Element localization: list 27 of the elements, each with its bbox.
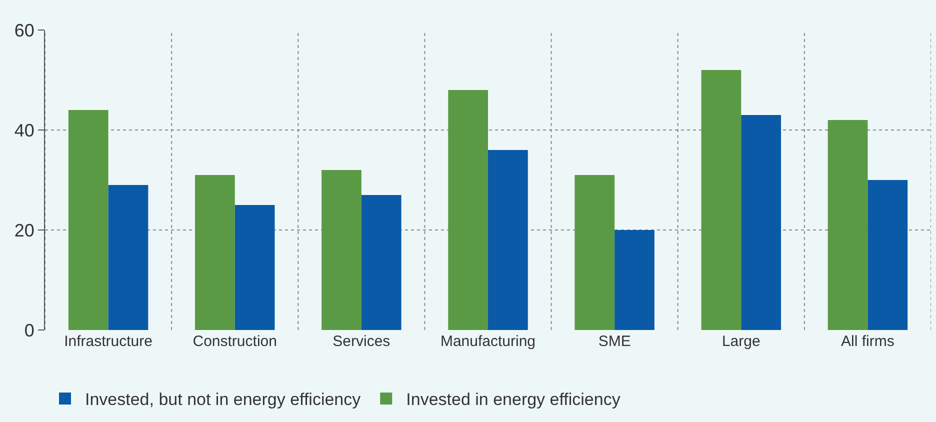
bar — [68, 110, 108, 330]
x-tick-label: Manufacturing — [440, 333, 536, 350]
x-tick-label: Services — [332, 333, 390, 350]
bar — [701, 70, 742, 330]
bar — [574, 175, 615, 330]
bar — [828, 120, 868, 330]
bar — [448, 90, 488, 330]
bar — [322, 170, 362, 330]
legend-label: Invested, but not in energy efficiency — [85, 390, 362, 410]
bar — [868, 180, 908, 330]
x-tick-label: Infrastructure — [64, 333, 152, 350]
x-tick-label: SME — [598, 333, 631, 350]
x-tick-label: All firms — [841, 333, 894, 350]
x-tick-label: Large — [722, 333, 760, 350]
bar — [614, 230, 654, 330]
bar — [234, 205, 275, 330]
bar — [488, 150, 528, 330]
y-tick-label: 60 — [14, 20, 34, 40]
bar — [108, 185, 148, 330]
bar — [194, 175, 235, 330]
x-tick-label: Construction — [192, 333, 277, 350]
legend-label: Invested in energy efficiency — [406, 390, 621, 410]
y-tick-label: 40 — [14, 120, 34, 140]
y-tick-label: 20 — [14, 220, 34, 240]
bar — [361, 195, 402, 330]
bar — [741, 115, 782, 330]
y-tick-label: 0 — [24, 320, 34, 340]
